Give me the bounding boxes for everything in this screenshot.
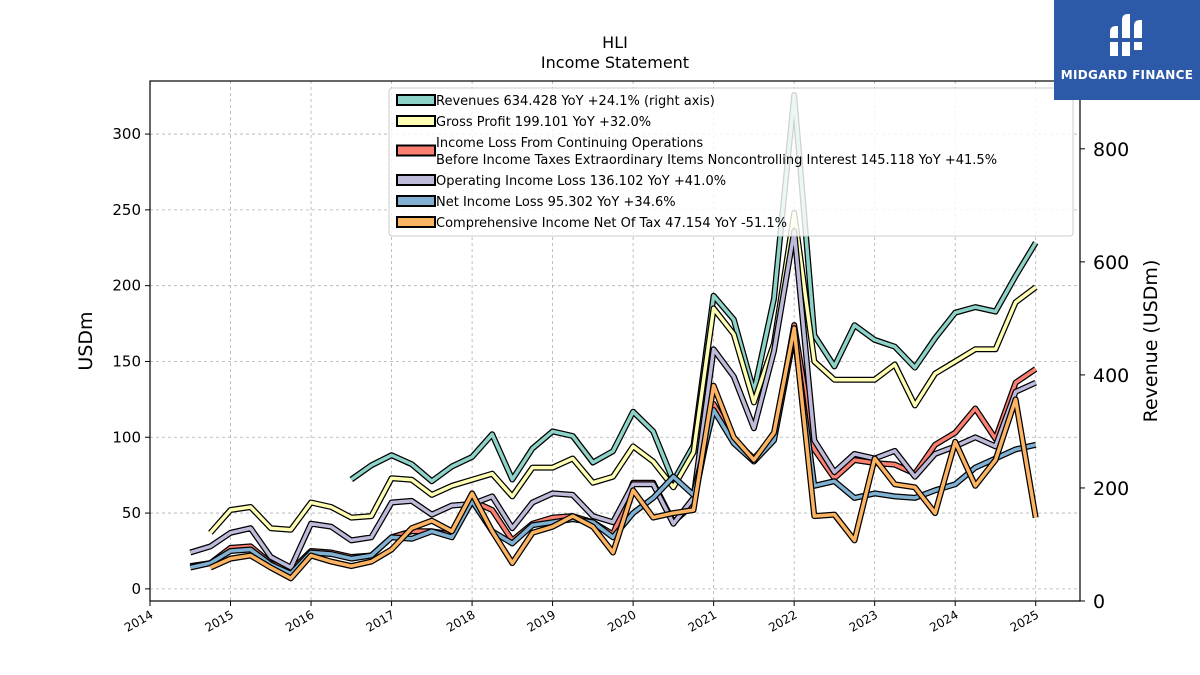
x-tick-label: 2014: [122, 607, 155, 634]
legend-label-2: Income Loss From Continuing Operations: [436, 136, 703, 151]
y2-tick-label: 200: [1093, 478, 1129, 500]
legend-label-0: Revenues 634.428 YoY +24.1% (right axis): [436, 94, 715, 109]
y-tick-label: 50: [122, 504, 141, 522]
y2-tick-label: 600: [1093, 252, 1129, 274]
x-tick-label: 2022: [766, 607, 799, 634]
legend-swatch-4: [396, 195, 436, 207]
y-axis-label: USDm: [75, 311, 97, 370]
legend-label-4: Net Income Loss 95.302 YoY +34.6%: [436, 195, 676, 210]
y2-axis-label: Revenue (USDm): [1140, 260, 1162, 423]
y2-tick-label: 400: [1093, 365, 1129, 387]
x-tick-label: 2016: [283, 607, 316, 634]
x-tick-label: 2018: [444, 607, 477, 634]
x-tick-label: 2015: [203, 607, 236, 634]
legend-label-3: Operating Income Loss 136.102 YoY +41.0%: [436, 174, 726, 189]
legend-swatch-3: [396, 174, 436, 186]
x-tick-label: 2025: [1008, 607, 1041, 634]
logo-mark-icon: [1106, 14, 1148, 56]
x-tick-label: 2023: [847, 607, 880, 634]
y-tick-label: 200: [112, 277, 141, 295]
legend-swatch-2: [396, 144, 436, 157]
logo-text: MIDGARD FINANCE: [1060, 68, 1194, 82]
x-tick-label: 2017: [364, 607, 397, 634]
y-tick-label: 250: [112, 201, 141, 219]
series-line-1: [209, 211, 1037, 534]
x-tick-label: 2019: [525, 607, 558, 634]
x-tick-label: 2021: [686, 607, 719, 634]
y-tick-label: 100: [112, 428, 141, 446]
y-tick-label: 0: [131, 580, 141, 598]
x-tick-label: 2024: [927, 607, 960, 634]
chart-title: HLI: [602, 33, 628, 52]
legend-box: [388, 87, 1074, 237]
x-tick-label: 2020: [605, 607, 638, 634]
brand-logo: MIDGARD FINANCE: [1054, 0, 1200, 100]
legend-swatch-5: [396, 216, 436, 228]
y2-tick-label: 800: [1093, 139, 1129, 161]
y-tick-label: 300: [112, 125, 141, 143]
chart-subtitle: Income Statement: [541, 53, 689, 72]
y2-tick-label: 0: [1093, 591, 1105, 613]
legend-label-1: Gross Profit 199.101 YoY +32.0%: [436, 115, 651, 130]
y-tick-label: 150: [112, 352, 141, 370]
series-line-3: [189, 229, 1037, 570]
legend-label-5: Comprehensive Income Net Of Tax 47.154 Y…: [436, 216, 787, 231]
plot-frame: [149, 80, 1081, 602]
legend-swatch-0: [396, 94, 436, 106]
series-line-4: [189, 332, 1037, 576]
series-line-5: [209, 326, 1038, 581]
legend-label-2: Before Income Taxes Extraordinary Items …: [436, 153, 997, 168]
legend-swatch-1: [396, 115, 436, 127]
